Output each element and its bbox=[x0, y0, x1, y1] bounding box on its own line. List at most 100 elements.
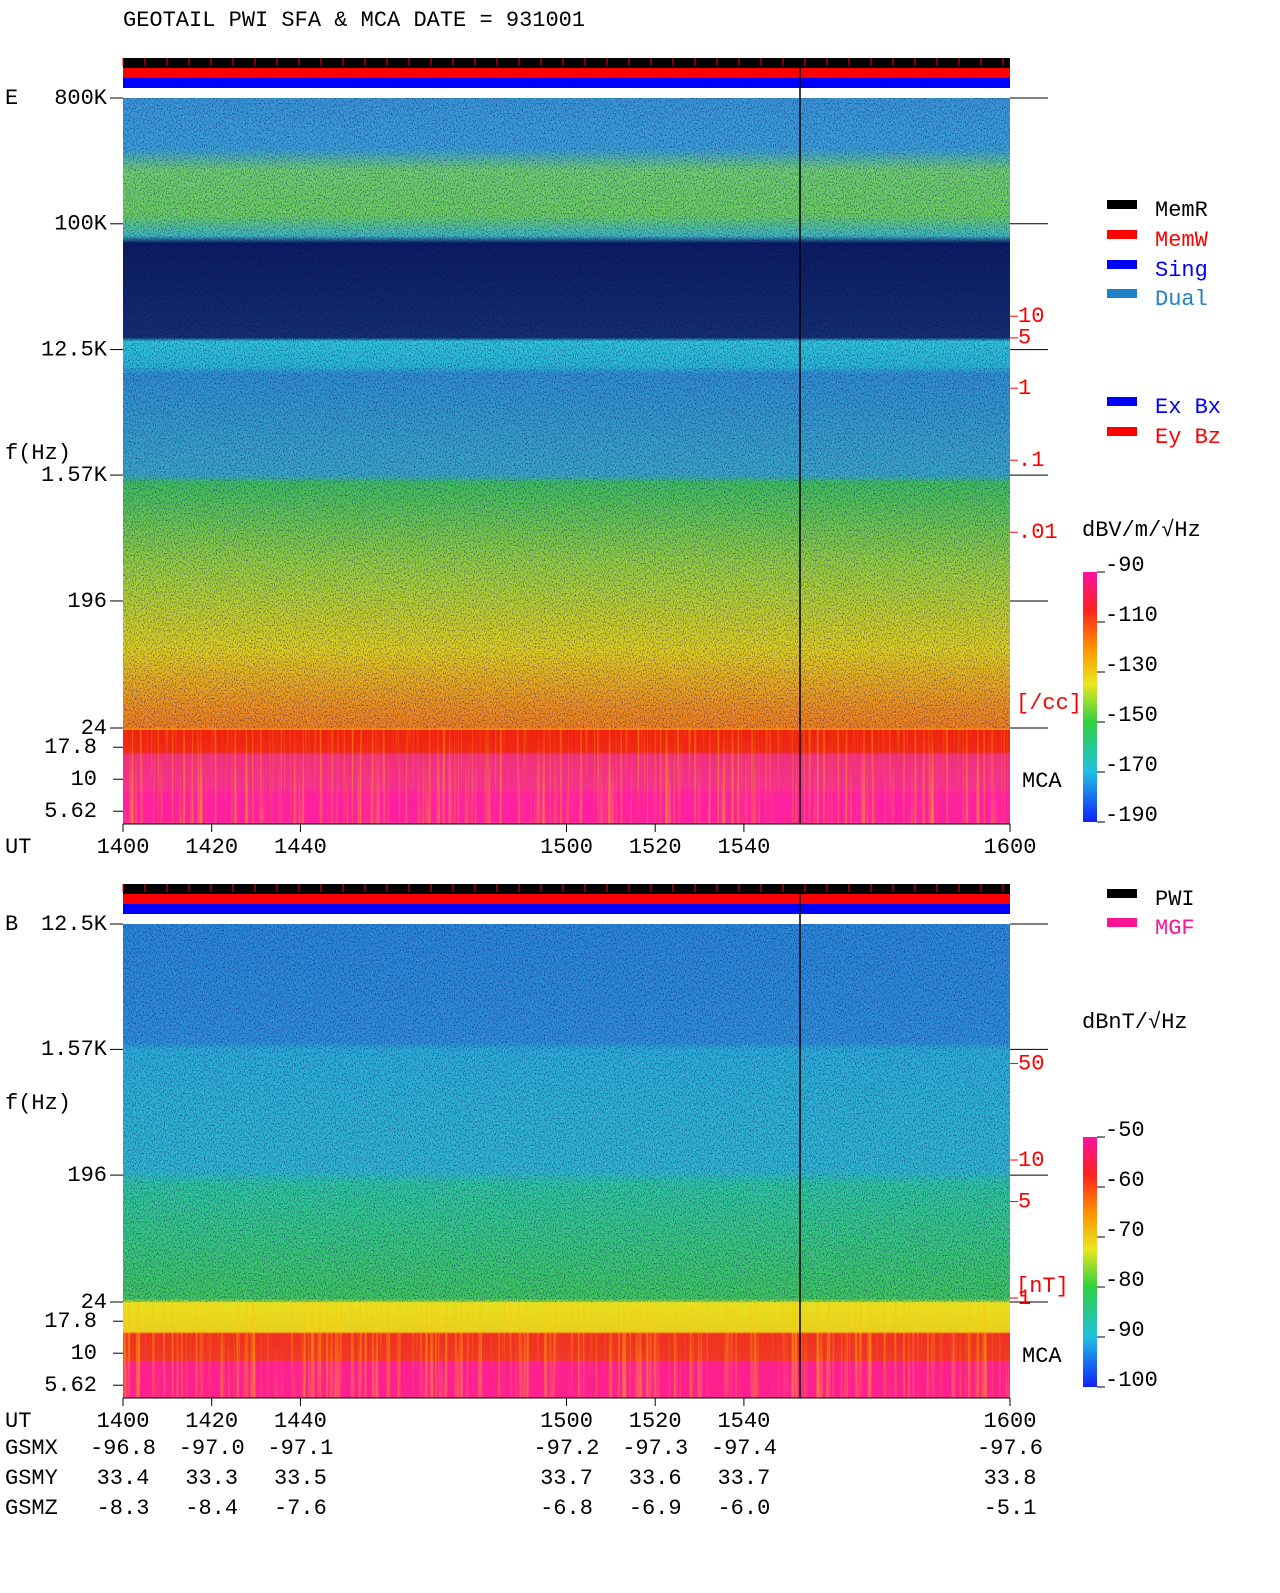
y-tick-label: 1.57K bbox=[41, 1037, 108, 1062]
y2-tick-label: 5 bbox=[1018, 326, 1031, 351]
colorbar bbox=[1083, 572, 1097, 822]
x-axis-label: UT bbox=[5, 835, 31, 860]
orbit-value: 33.6 bbox=[629, 1466, 682, 1491]
x-tick-label: 1600 bbox=[984, 835, 1037, 860]
y-axis-label: f(Hz) bbox=[5, 1091, 71, 1116]
orbit-row-name: GSMX bbox=[5, 1436, 58, 1461]
status-bar bbox=[123, 58, 1010, 68]
y2-tick-label: 5 bbox=[1018, 1189, 1031, 1214]
colorbar-tick-label: -90 bbox=[1105, 1318, 1145, 1343]
legend-swatch bbox=[1107, 889, 1137, 898]
orbit-value: 33.7 bbox=[717, 1466, 770, 1491]
y2-tick-label: .1 bbox=[1018, 448, 1044, 473]
colorbar-label: dBnT/√Hz bbox=[1082, 1010, 1188, 1035]
y2-tick-label: 1 bbox=[1018, 376, 1031, 401]
spectrogram-noise bbox=[123, 924, 1010, 1302]
orbit-value: -7.6 bbox=[274, 1496, 327, 1521]
x-tick-label: 1400 bbox=[97, 1409, 150, 1434]
x-tick-label: 1420 bbox=[185, 1409, 238, 1434]
y-tick-label: 800K bbox=[54, 86, 108, 111]
y-tick-label: 196 bbox=[67, 1163, 107, 1188]
y2-tick-label: 10 bbox=[1018, 304, 1044, 329]
mca-channel-label: 10 bbox=[71, 767, 97, 792]
colorbar-tick-label: -130 bbox=[1105, 653, 1158, 678]
colorbar-tick-label: -100 bbox=[1105, 1368, 1158, 1393]
x-tick-label: 1420 bbox=[185, 835, 238, 860]
mca-label: MCA bbox=[1022, 769, 1062, 794]
x-tick-label: 1440 bbox=[274, 835, 327, 860]
x-tick-label: 1520 bbox=[629, 1409, 682, 1434]
x-tick-label: 1540 bbox=[717, 1409, 770, 1434]
y-tick-label: 24 bbox=[81, 716, 107, 741]
orbit-value: -6.8 bbox=[540, 1496, 593, 1521]
colorbar-tick-label: -70 bbox=[1105, 1218, 1145, 1243]
spectrogram-noise bbox=[123, 98, 1010, 728]
legend-swatch bbox=[1107, 230, 1137, 239]
y-tick-label: 12.5K bbox=[41, 337, 108, 362]
colorbar-tick-label: -60 bbox=[1105, 1168, 1145, 1193]
y-tick-label: 196 bbox=[67, 589, 107, 614]
colorbar-tick-label: -50 bbox=[1105, 1118, 1145, 1143]
legend-label: Dual bbox=[1155, 287, 1208, 312]
orbit-value: 33.7 bbox=[540, 1466, 593, 1491]
orbit-value: 33.3 bbox=[185, 1466, 238, 1491]
x-tick-label: 1400 bbox=[97, 835, 150, 860]
orbit-value: 33.8 bbox=[984, 1466, 1037, 1491]
orbit-value: -8.3 bbox=[97, 1496, 150, 1521]
legend-swatch bbox=[1107, 200, 1137, 209]
status-bar bbox=[123, 68, 1010, 78]
orbit-row-name: GSMZ bbox=[5, 1496, 58, 1521]
orbit-value: 33.5 bbox=[274, 1466, 327, 1491]
x-tick-label: 1600 bbox=[984, 1409, 1037, 1434]
mca-streaks bbox=[123, 728, 1010, 824]
x-tick-label: 1540 bbox=[717, 835, 770, 860]
orbit-value: -97.3 bbox=[622, 1436, 688, 1461]
legend-swatch bbox=[1107, 918, 1137, 927]
orbit-value: -97.6 bbox=[977, 1436, 1043, 1461]
orbit-value: -6.0 bbox=[717, 1496, 770, 1521]
colorbar-tick-label: -80 bbox=[1105, 1268, 1145, 1293]
legend-swatch bbox=[1107, 427, 1137, 436]
mca-channel-label: 5.62 bbox=[44, 1373, 97, 1398]
colorbar-tick-label: -150 bbox=[1105, 703, 1158, 728]
colorbar-label: dBV/m/√Hz bbox=[1082, 518, 1201, 543]
x-tick-label: 1500 bbox=[540, 835, 593, 860]
mca-label: MCA bbox=[1022, 1344, 1062, 1369]
y2-tick-label: 10 bbox=[1018, 1148, 1044, 1173]
y2-unit: [nT] bbox=[1016, 1274, 1069, 1299]
legend-swatch bbox=[1107, 397, 1137, 406]
orbit-value: -8.4 bbox=[185, 1496, 238, 1521]
y2-tick-label: .01 bbox=[1018, 520, 1058, 545]
component-label: E bbox=[5, 86, 18, 111]
orbit-value: -97.4 bbox=[711, 1436, 777, 1461]
mca-channel-label: 17.8 bbox=[44, 1309, 97, 1334]
title: GEOTAIL PWI SFA & MCA DATE = 931001 bbox=[123, 8, 585, 33]
colorbar-tick-label: -190 bbox=[1105, 803, 1158, 828]
x-tick-label: 1500 bbox=[540, 1409, 593, 1434]
status-bar bbox=[123, 78, 1010, 88]
legend-label: Ex Bx bbox=[1155, 395, 1221, 420]
component-label: B bbox=[5, 912, 18, 937]
colorbar bbox=[1083, 1137, 1097, 1387]
legend-label: MemR bbox=[1155, 198, 1208, 223]
orbit-value: -97.1 bbox=[267, 1436, 333, 1461]
legend-label: MGF bbox=[1155, 916, 1195, 941]
status-bar bbox=[123, 894, 1010, 904]
mca-streaks bbox=[123, 1302, 1010, 1398]
y2-tick-label: 1 bbox=[1018, 1286, 1031, 1311]
x-axis-label: UT bbox=[5, 1409, 31, 1434]
legend-label: MemW bbox=[1155, 228, 1209, 253]
y-tick-label: 100K bbox=[54, 212, 108, 237]
y2-tick-label: 50 bbox=[1018, 1051, 1044, 1076]
legend-label: Ey Bz bbox=[1155, 425, 1221, 450]
mca-channel-label: 10 bbox=[71, 1341, 97, 1366]
y-tick-label: 1.57K bbox=[41, 463, 108, 488]
orbit-value: -5.1 bbox=[984, 1496, 1037, 1521]
x-tick-label: 1440 bbox=[274, 1409, 327, 1434]
legend-label: PWI bbox=[1155, 887, 1195, 912]
legend-label: Sing bbox=[1155, 258, 1208, 283]
orbit-value: -96.8 bbox=[90, 1436, 156, 1461]
mca-channel-label: 5.62 bbox=[44, 799, 97, 824]
orbit-value: 33.4 bbox=[97, 1466, 150, 1491]
